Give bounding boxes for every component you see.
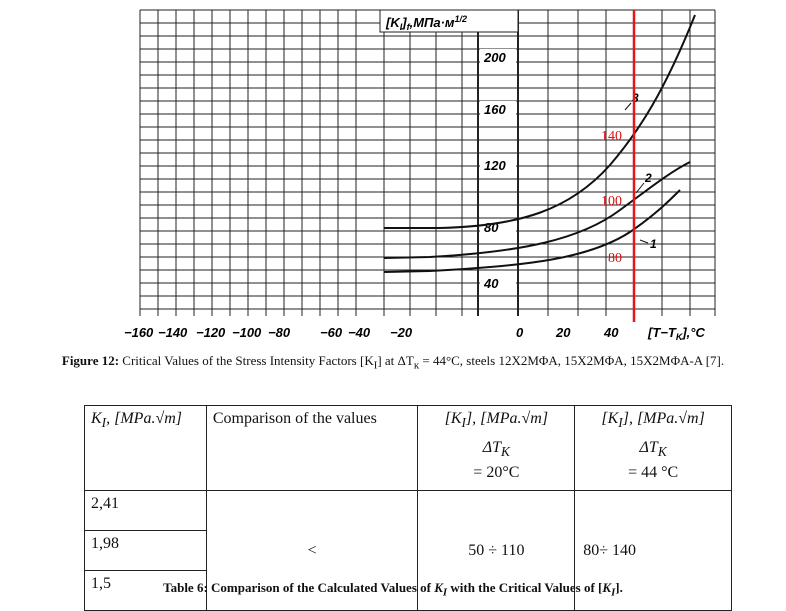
svg-text:[KI]f,МПа·м1/2: [KI]f,МПа·м1/2 — [385, 14, 467, 32]
y-tick-label: 160 — [484, 102, 506, 117]
x-tick-label: −60 — [320, 325, 343, 340]
curve-label-3: 3 — [632, 91, 639, 105]
x-tick-label: −140 — [158, 325, 188, 340]
x-tick-label: −80 — [268, 325, 291, 340]
red-label-100: 100 — [601, 194, 622, 209]
x-tick-label: −120 — [196, 325, 226, 340]
x-axis-title: [T−TK],°C — [647, 325, 705, 342]
y-axis-title: [KI]f,МПа·м1/2 — [379, 9, 519, 33]
red-value-labels: 140 100 80 — [601, 129, 622, 266]
y-tick-label: 120 — [484, 158, 506, 173]
red-label-80: 80 — [608, 251, 622, 266]
header-comparison: Comparison of the values — [205, 404, 419, 492]
curve-3 — [384, 14, 696, 229]
curve-label-1: 1 — [650, 237, 657, 251]
x-tick-label: 40 — [603, 325, 619, 340]
curve-2 — [383, 161, 691, 259]
curves — [383, 14, 696, 273]
k-value: 2,41 — [84, 490, 207, 532]
table-row: 1,98 — [84, 530, 732, 572]
x-tick-label: −160 — [124, 325, 154, 340]
curve-1 — [383, 189, 681, 273]
curve-number-labels: 3 2 1 — [624, 91, 657, 251]
x-tick-label: −40 — [348, 325, 371, 340]
x-tick-label: −20 — [390, 325, 413, 340]
x-tick-label: −100 — [232, 325, 262, 340]
k-value: 1,98 — [84, 530, 207, 572]
y-tick-label: 200 — [483, 50, 506, 65]
range-dt20: 50 ÷ 110 — [417, 490, 576, 611]
x-tick-labels: −160 −140 −120 −100 −80 −60 −40 −20 0 20 40 — [124, 325, 619, 340]
header-dt20: [KI], [MPa.√m] ΔTK = 20°C — [417, 404, 576, 492]
table-header-row: KI, [MPa.√m] Comparison of the values [K… — [84, 404, 732, 492]
table-caption: Table 6: Comparison of the Calculated Va… — [163, 580, 623, 599]
red-label-140: 140 — [601, 129, 622, 144]
header-dt44: [KI], [MPa.√m] ΔTK = 44 °C — [574, 404, 732, 492]
comparison-cell: < — [205, 490, 419, 611]
x-tick-label: 20 — [555, 325, 571, 340]
y-tick-label: 40 — [483, 276, 499, 291]
figure-caption: Figure 12: Critical Values of the Stress… — [61, 353, 725, 372]
comparison-table: KI, [MPa.√m] Comparison of the values [K… — [84, 404, 732, 611]
chart-grid — [139, 9, 716, 316]
table-row: 2,41 < 50 ÷ 110 80÷ 140 — [84, 490, 732, 611]
curve-label-2: 2 — [644, 171, 652, 185]
x-tick-label: 0 — [516, 325, 524, 340]
range-dt44: 80÷ 140 — [574, 490, 732, 611]
header-k: KI, [MPa.√m] — [84, 404, 207, 492]
